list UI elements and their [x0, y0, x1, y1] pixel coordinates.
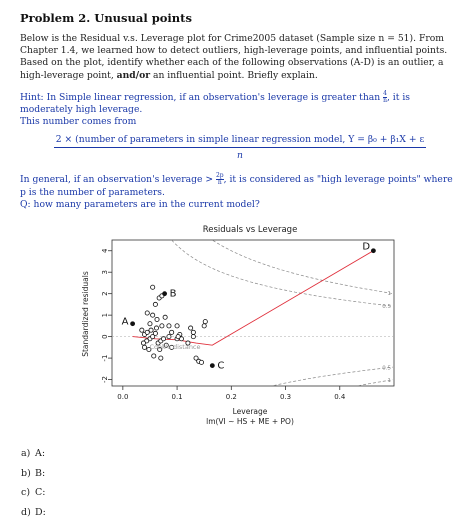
data-point	[191, 330, 195, 334]
y-tick-label: 4	[101, 248, 109, 253]
data-point	[151, 313, 155, 317]
problem-document: Problem 2. Unusual points Below is the R…	[20, 0, 460, 211]
data-point	[191, 335, 195, 339]
x-tick-label: 0.4	[334, 393, 346, 401]
data-point	[153, 331, 157, 335]
answer-item-a[interactable]: a)A:	[21, 444, 46, 464]
formula-numerator: 2 × (number of parameters in simple line…	[54, 134, 426, 148]
data-point	[159, 356, 163, 360]
point-label-a: A	[122, 317, 129, 328]
point-label-c: C	[217, 361, 224, 372]
data-point	[199, 360, 203, 364]
cooks-distance-label: Cook's distance	[149, 343, 200, 351]
general-text-1a: In general, if an observation's leverage…	[20, 174, 216, 185]
x-tick-label: 0.0	[117, 393, 128, 401]
data-point	[148, 322, 152, 326]
answer-list: a)A: b)B: c)C: d)D:	[21, 444, 46, 522]
data-point	[153, 302, 157, 306]
data-point	[151, 285, 155, 289]
y-tick-label: -2	[101, 376, 109, 383]
y-tick-label: 1	[101, 313, 109, 317]
formula-denominator: n	[20, 150, 460, 161]
data-point	[160, 324, 164, 328]
y-tick-label: -1	[101, 355, 109, 362]
point-a	[130, 321, 135, 326]
general-paragraph: In general, if an observation's leverage…	[20, 173, 460, 198]
data-point	[189, 326, 193, 330]
point-label-b: B	[170, 289, 177, 300]
point-c	[210, 363, 215, 368]
data-point	[176, 335, 180, 339]
problem-title: Problem 2. Unusual points	[20, 11, 460, 25]
answer-item-b[interactable]: b)B:	[21, 464, 46, 484]
answer-item-c[interactable]: c)C:	[21, 483, 46, 503]
x-tick-label: 0.1	[172, 393, 183, 401]
x-tick-label: 0.3	[280, 393, 291, 401]
data-point	[202, 324, 206, 328]
data-point	[145, 311, 149, 315]
data-point	[203, 319, 207, 323]
answer-text: B:	[35, 468, 45, 479]
data-point	[167, 324, 171, 328]
data-point	[175, 324, 179, 328]
data-point	[167, 335, 171, 339]
data-point	[154, 326, 158, 330]
y-axis-label: Standardized residuals	[81, 271, 90, 357]
point-b	[162, 291, 167, 296]
intro-text-2c: an influential point. Briefly explain.	[150, 70, 318, 81]
x-axis-sublabel: lm(VI ~ HS + ME + PO)	[206, 417, 294, 426]
answer-letter: b)	[21, 468, 35, 479]
question-text: Q: how many parameters are in the curren…	[20, 199, 460, 211]
hint-paragraph: Hint: In Simple linear regression, if an…	[20, 91, 460, 116]
y-tick-label: 3	[101, 270, 109, 274]
contour-label: 0.5	[382, 304, 391, 310]
answer-item-d[interactable]: d)D:	[21, 503, 46, 522]
intro-paragraph: Below is the Residual v.s. Leverage plot…	[20, 33, 460, 57]
intro-paragraph-2: Based on the plot, identify whether each…	[20, 57, 460, 81]
contour-label: 1	[388, 291, 392, 297]
plot-title: Residuals vs Leverage	[203, 225, 298, 235]
data-point	[140, 328, 144, 332]
contour-label: 0.5	[382, 365, 391, 371]
x-tick-label: 0.2	[226, 393, 237, 401]
data-point	[161, 337, 165, 341]
hint-text-1a: Hint: In Simple linear regression, if an…	[20, 92, 383, 103]
cooks-distance-contours: 0.5 0.5 1 1	[172, 240, 393, 386]
labeled-points: A B C D	[122, 242, 376, 372]
point-label-d: D	[362, 242, 370, 253]
hint-text-2: This number comes from	[20, 116, 460, 128]
intro-text-andor: and/or	[117, 70, 150, 81]
plot-frame	[112, 240, 394, 386]
answer-letter: c)	[21, 487, 35, 498]
answer-text: C:	[35, 487, 45, 498]
answer-letter: d)	[21, 507, 35, 518]
x-axis-label: Leverage	[233, 407, 268, 416]
residuals-leverage-plot: Residuals vs Leverage 0.5 0.5 1 1 0.0 0.1 0.2…	[0, 218, 474, 442]
answer-text: D:	[35, 507, 46, 518]
contour-label: 1	[388, 378, 392, 384]
data-point	[155, 317, 159, 321]
data-point	[170, 330, 174, 334]
data-point	[152, 354, 156, 358]
point-d	[371, 248, 376, 253]
leverage-formula: 2 × (number of parameters in simple line…	[20, 134, 460, 161]
data-point	[142, 345, 146, 349]
answer-letter: a)	[21, 448, 35, 459]
intro-text-1: Below is the Residual v.s. Leverage plot…	[20, 33, 447, 56]
y-tick-label: 0	[101, 334, 109, 338]
answer-text: A:	[35, 448, 45, 459]
data-point	[141, 341, 145, 345]
data-point	[149, 328, 153, 332]
cooks-contour-0.5	[172, 240, 393, 306]
data-point	[163, 315, 167, 319]
y-tick-label: 2	[101, 291, 109, 295]
